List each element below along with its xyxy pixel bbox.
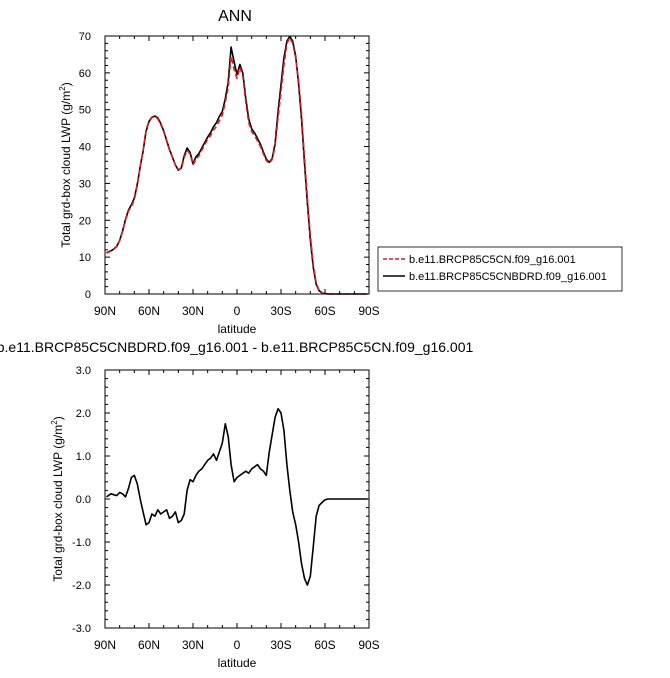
top-y-axis-label-sup: 2 — [58, 86, 67, 91]
bottom-y-tick-label: 2.0 — [76, 408, 91, 420]
bottom-y-tick-label: -3.0 — [72, 623, 91, 635]
bottom-x-tick-label: 90S — [358, 638, 379, 652]
top-x-tick-label: 60S — [314, 304, 335, 318]
bottom-series-line-1 — [106, 407, 368, 586]
bottom-y-axis-label-sup: 2 — [50, 420, 59, 425]
bottom-y-tick-label: -1.0 — [72, 537, 91, 549]
bottom-x-tick-label: 30S — [270, 638, 291, 652]
top-y-tick-label: 0 — [85, 289, 91, 301]
top-x-tick-label: 30N — [182, 304, 204, 318]
bottom-y-axis-label-main: Total grd-box cloud LWP (g/m — [51, 425, 65, 582]
top-y-tick-label: 30 — [79, 178, 91, 190]
bottom-x-tick-label: 90N — [94, 638, 116, 652]
top-y-tick-label: 60 — [79, 68, 91, 80]
top-y-tick-label: 40 — [79, 142, 91, 154]
top-series-line-1 — [106, 36, 368, 295]
top-y-tick-label: 10 — [79, 252, 91, 264]
bottom-y-tick-label: 1.0 — [76, 451, 91, 463]
legend-box — [377, 246, 623, 292]
legend-label-series-2: b.e11.BRCP85C5CNBDRD.f09_g16.001 — [409, 271, 607, 283]
bottom-y-axis-label: Total grd-box cloud LWP (g/m2) — [50, 416, 65, 581]
bottom-y-tick-label: 3.0 — [76, 365, 91, 377]
legend-label-series-1: b.e11.BRCP85C5CN.f09_g16.001 — [409, 254, 576, 266]
bottom-title: b.e11.BRCP85C5CNBDRD.f09_g16.001 - b.e11… — [0, 339, 473, 355]
bottom-axes: 90N 60N 30N 0 30S 60S 90S -3.0 -2.0 -1.0 0.0 1.0 2.0… — [72, 365, 380, 652]
top-axes: 90N 60N 30N 0 30S 60S 90S 0 10 20 30 40 50 60 70 — [79, 31, 380, 318]
top-x-tick-label: 30S — [270, 304, 291, 318]
top-panel: ANN 90N 60N 30N 0 30S 60S 90S 0 10 20 30 40 50 60 70 l… — [58, 8, 623, 336]
top-y-axis-label-main: Total grd-box cloud LWP (g/m — [59, 91, 73, 248]
top-x-tick-label: 0 — [234, 304, 241, 318]
top-y-axis-label-end: ) — [59, 82, 73, 86]
top-x-tick-label: 60N — [138, 304, 160, 318]
bottom-x-tick-label: 30N — [182, 638, 204, 652]
top-x-axis-label: latitude — [218, 322, 257, 336]
bottom-x-tick-label: 60N — [138, 638, 160, 652]
top-y-tick-label: 20 — [79, 215, 91, 227]
bottom-y-tick-label: 0.0 — [76, 494, 91, 506]
bottom-series-group — [106, 407, 368, 586]
bottom-panel: b.e11.BRCP85C5CNBDRD.f09_g16.001 - b.e11… — [0, 339, 473, 670]
top-y-tick-label: 70 — [79, 31, 91, 43]
top-series-line-2 — [106, 35, 368, 295]
legend: b.e11.BRCP85C5CN.f09_g16.001 b.e11.BRCP8… — [377, 246, 623, 292]
top-x-tick-label: 90N — [94, 304, 116, 318]
bottom-x-tick-label: 60S — [314, 638, 335, 652]
top-series-group — [106, 35, 368, 295]
bottom-y-tick-label: -2.0 — [72, 580, 91, 592]
top-y-tick-label: 50 — [79, 105, 91, 117]
top-x-tick-label: 90S — [358, 304, 379, 318]
bottom-x-tick-label: 0 — [234, 638, 241, 652]
bottom-y-axis-label-end: ) — [51, 416, 65, 420]
top-y-axis-label: Total grd-box cloud LWP (g/m2) — [58, 82, 73, 247]
top-title: ANN — [218, 8, 252, 25]
bottom-x-axis-label: latitude — [218, 656, 257, 670]
